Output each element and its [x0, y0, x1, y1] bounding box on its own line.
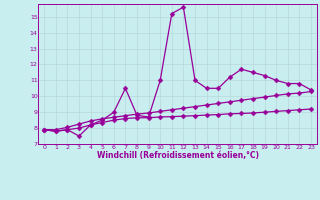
X-axis label: Windchill (Refroidissement éolien,°C): Windchill (Refroidissement éolien,°C): [97, 151, 259, 160]
